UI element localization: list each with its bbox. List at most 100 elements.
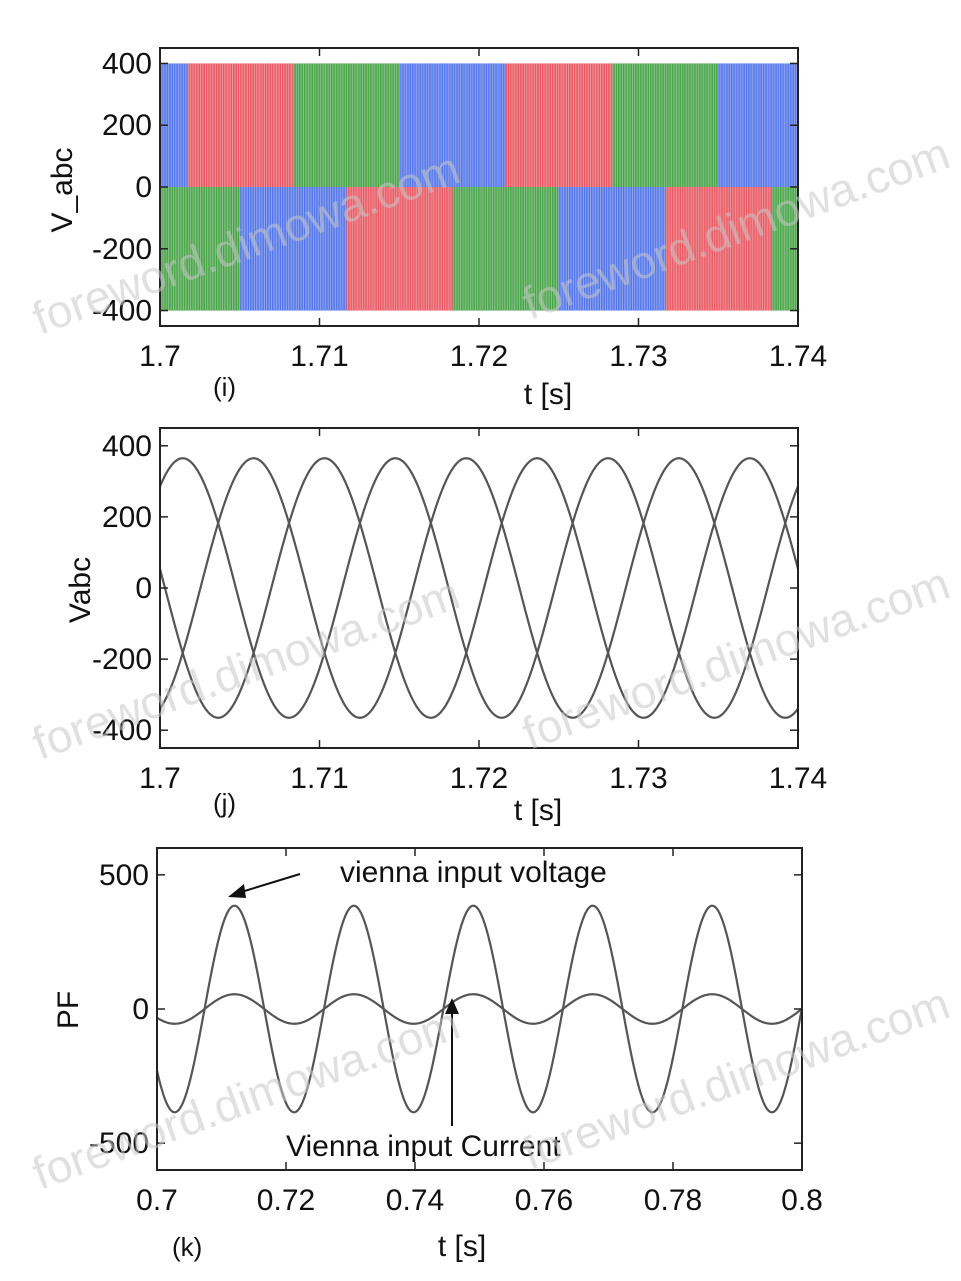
pulse-negative <box>549 187 551 311</box>
pi-panel-letter: (i) <box>213 372 236 402</box>
pulse-positive <box>321 63 323 187</box>
pulse-negative <box>666 187 668 311</box>
pulse-positive <box>450 63 452 187</box>
pulse-negative <box>786 187 788 311</box>
pulse-negative <box>170 187 172 311</box>
pulse-negative <box>382 187 384 311</box>
pulse-negative <box>441 187 443 311</box>
pulse-positive <box>208 63 211 187</box>
pulse-positive <box>210 63 212 187</box>
pulse-negative <box>193 187 195 311</box>
pulse-negative <box>217 187 219 311</box>
pulse-negative <box>524 187 526 311</box>
pulse-positive <box>731 63 733 187</box>
pulse-positive <box>766 63 768 187</box>
pulse-negative <box>401 187 403 311</box>
pulse-positive <box>335 63 337 187</box>
pulse-positive <box>391 63 393 187</box>
pulse-positive <box>681 63 683 187</box>
pulse-positive <box>392 63 394 187</box>
pulse-positive <box>303 63 306 187</box>
pulse-positive <box>413 63 415 187</box>
pulse-positive <box>409 63 411 187</box>
x-tick-label: 0.7 <box>136 1184 178 1217</box>
pulse-positive <box>498 63 500 187</box>
pulse-negative <box>581 187 583 311</box>
pj-plot-area <box>158 457 800 719</box>
pulse-positive <box>376 63 378 187</box>
pulse-negative <box>251 187 253 311</box>
pulse-negative <box>647 187 649 311</box>
pulse-negative <box>220 187 223 311</box>
pulse-negative <box>417 187 419 311</box>
pulse-positive <box>727 63 729 187</box>
pulse-positive <box>642 63 644 187</box>
pulse-negative <box>709 187 711 311</box>
pulse-negative <box>562 187 564 311</box>
pulse-negative <box>759 187 761 311</box>
pulse-negative <box>464 187 466 311</box>
pulse-negative <box>260 187 262 311</box>
pulse-negative <box>361 187 363 311</box>
pulse-positive <box>541 63 543 187</box>
pulse-negative <box>219 187 221 311</box>
pulse-negative <box>274 187 276 311</box>
pulse-negative <box>186 187 188 311</box>
pulse-negative <box>364 187 366 311</box>
pulse-negative <box>381 187 383 311</box>
pulse-positive <box>415 63 417 187</box>
pulse-positive <box>698 63 700 187</box>
pulse-negative <box>434 187 436 311</box>
pulse-negative <box>393 187 396 311</box>
pulse-positive <box>491 63 493 187</box>
pulse-negative <box>462 187 464 311</box>
pulse-negative <box>481 187 483 311</box>
pulse-negative <box>469 187 471 311</box>
pulse-negative <box>310 187 312 311</box>
pulse-positive <box>770 63 772 187</box>
pulse-negative <box>289 187 291 311</box>
x-tick-label: 1.74 <box>769 340 827 373</box>
pulse-negative <box>350 187 352 311</box>
pulse-negative <box>703 187 705 311</box>
pulse-positive <box>653 63 655 187</box>
pulse-positive <box>549 63 551 187</box>
pulse-positive <box>637 63 639 187</box>
pulse-negative <box>332 187 335 311</box>
pulse-positive <box>585 63 587 187</box>
pulse-negative <box>317 187 319 311</box>
pulse-negative <box>181 187 184 311</box>
pulse-negative <box>404 187 406 311</box>
pulse-positive <box>547 63 549 187</box>
pulse-negative <box>593 187 595 311</box>
pulse-positive <box>515 63 517 187</box>
pulse-negative <box>392 187 394 311</box>
pulse-positive <box>528 63 530 187</box>
pulse-negative <box>623 187 625 311</box>
pulse-positive <box>733 63 735 187</box>
pulse-negative <box>639 187 641 311</box>
pulse-positive <box>738 63 740 187</box>
pulse-positive <box>213 63 215 187</box>
pulse-negative <box>403 187 405 311</box>
pulse-negative <box>237 187 240 311</box>
pulse-negative <box>698 187 700 311</box>
pulse-positive <box>634 63 636 187</box>
pulse-negative <box>293 187 295 311</box>
pulse-negative <box>310 187 313 311</box>
pulse-negative <box>230 187 232 311</box>
pulse-negative <box>340 187 342 311</box>
pulse-negative <box>782 187 784 311</box>
pulse-negative <box>460 187 462 311</box>
pulse-negative <box>306 187 308 311</box>
pulse-negative <box>720 187 722 311</box>
pulse-negative <box>451 187 453 311</box>
pulse-negative <box>435 187 437 311</box>
pulse-positive <box>197 63 199 187</box>
pulse-positive <box>370 63 372 187</box>
pulse-negative <box>312 187 314 311</box>
y-tick-label: 500 <box>99 859 149 892</box>
pulse-positive <box>400 63 402 187</box>
pulse-positive <box>421 63 423 187</box>
